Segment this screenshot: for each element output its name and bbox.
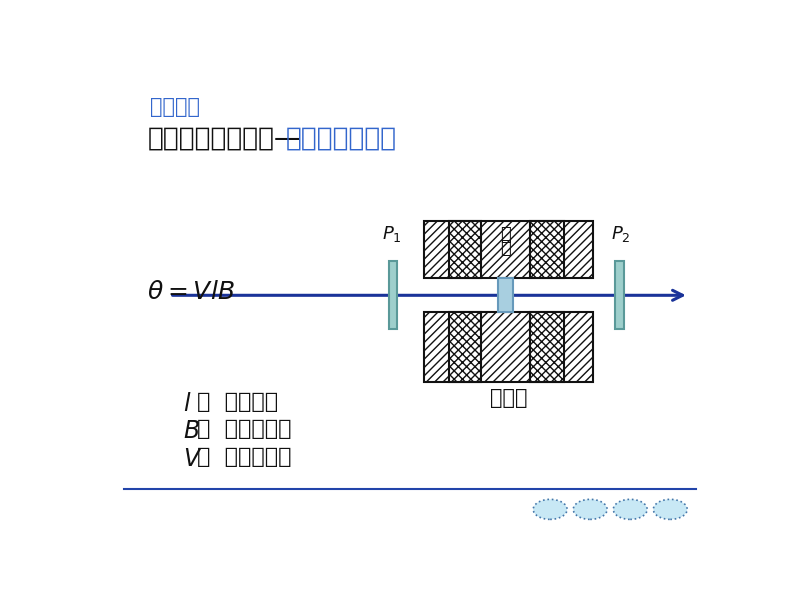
Ellipse shape — [574, 499, 607, 520]
Text: 磁致旋光: 磁致旋光 — [150, 97, 200, 116]
Text: 下页: 下页 — [582, 503, 598, 516]
Bar — [615, 262, 624, 329]
Ellipse shape — [533, 499, 567, 520]
Ellipse shape — [614, 499, 647, 520]
Bar — [530, 312, 564, 382]
Text: ：  韦尔代常量: ： 韦尔代常量 — [197, 447, 291, 467]
Text: 人工方法产生旋光—: 人工方法产生旋光— — [148, 126, 302, 152]
Text: ：  磁感应强度: ： 磁感应强度 — [197, 419, 291, 439]
Bar — [530, 221, 564, 278]
Bar — [424, 312, 594, 382]
Text: 样: 样 — [500, 226, 511, 244]
Text: 电磁鐵: 电磁鐵 — [490, 388, 527, 408]
Text: $P_2$: $P_2$ — [611, 224, 630, 244]
Text: 返回: 返回 — [622, 503, 638, 516]
Bar — [449, 312, 481, 382]
Text: $\mathit{V}$: $\mathit{V}$ — [183, 447, 202, 471]
Bar — [389, 262, 398, 329]
Bar — [498, 278, 513, 312]
Text: $\mathit{l}$: $\mathit{l}$ — [183, 392, 191, 416]
Bar — [424, 221, 594, 278]
Text: ：  样品长度: ： 样品长度 — [197, 392, 278, 412]
Text: 法拉第旋转效应: 法拉第旋转效应 — [286, 126, 396, 152]
Ellipse shape — [654, 499, 687, 520]
Text: $\theta = VlB$: $\theta = VlB$ — [146, 280, 234, 304]
Text: $\mathit{B}$: $\mathit{B}$ — [183, 419, 200, 443]
Text: 退出: 退出 — [662, 503, 678, 516]
Text: 品: 品 — [500, 239, 511, 257]
Bar — [449, 221, 481, 278]
Text: 上页: 上页 — [542, 503, 558, 516]
Text: $P_1$: $P_1$ — [382, 224, 402, 244]
